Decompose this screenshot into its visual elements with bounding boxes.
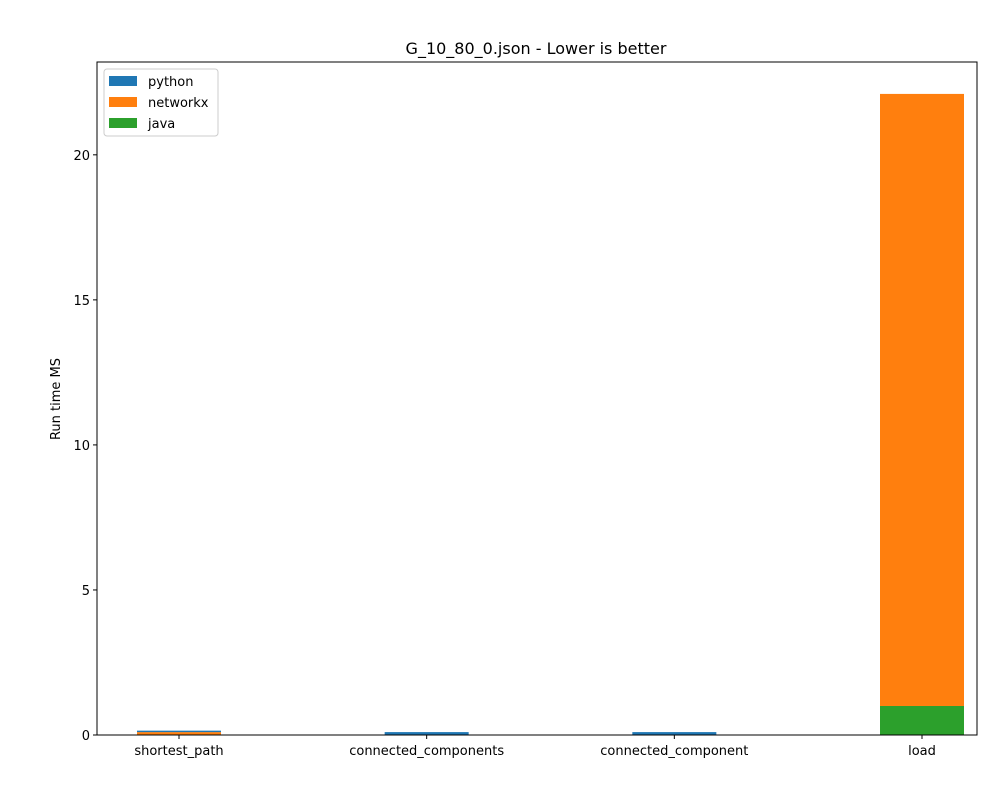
- legend: python networkx java: [103, 68, 219, 137]
- legend-swatch-java: [109, 118, 137, 128]
- x-tick-label: load: [908, 744, 936, 759]
- y-tick-label: 0: [82, 729, 90, 744]
- bar-python-connected_component: [632, 732, 717, 735]
- x-tick-label: connected_components: [349, 744, 504, 759]
- bar-java-load: [880, 705, 964, 735]
- bar-python-connected_components: [384, 732, 469, 735]
- y-tick-label: 15: [73, 294, 90, 309]
- chart-title: G_10_80_0.json - Lower is better: [406, 39, 667, 59]
- y-axis: 0 5 10 15 20: [73, 149, 97, 744]
- y-axis-label: Run time MS: [49, 358, 64, 440]
- x-tick-label: connected_component: [600, 744, 748, 759]
- legend-label-python: python: [148, 75, 193, 90]
- bar-networkx-shortest_path: [137, 732, 221, 735]
- y-tick-label: 5: [82, 584, 90, 599]
- x-axis: shortest_path connected_components connect…: [134, 735, 936, 759]
- legend-swatch-python: [109, 76, 137, 86]
- plot-frame: [96, 61, 978, 736]
- bar-networkx-load: [880, 93, 964, 706]
- y-tick-label: 20: [73, 149, 90, 164]
- x-tick-label: shortest_path: [134, 744, 223, 759]
- y-tick-label: 10: [73, 439, 90, 454]
- legend-label-java: java: [147, 117, 175, 132]
- bar-python-shortest_path: [137, 730, 221, 733]
- legend-swatch-networkx: [109, 97, 137, 107]
- legend-label-networkx: networkx: [148, 96, 209, 111]
- bar-group: [137, 93, 964, 735]
